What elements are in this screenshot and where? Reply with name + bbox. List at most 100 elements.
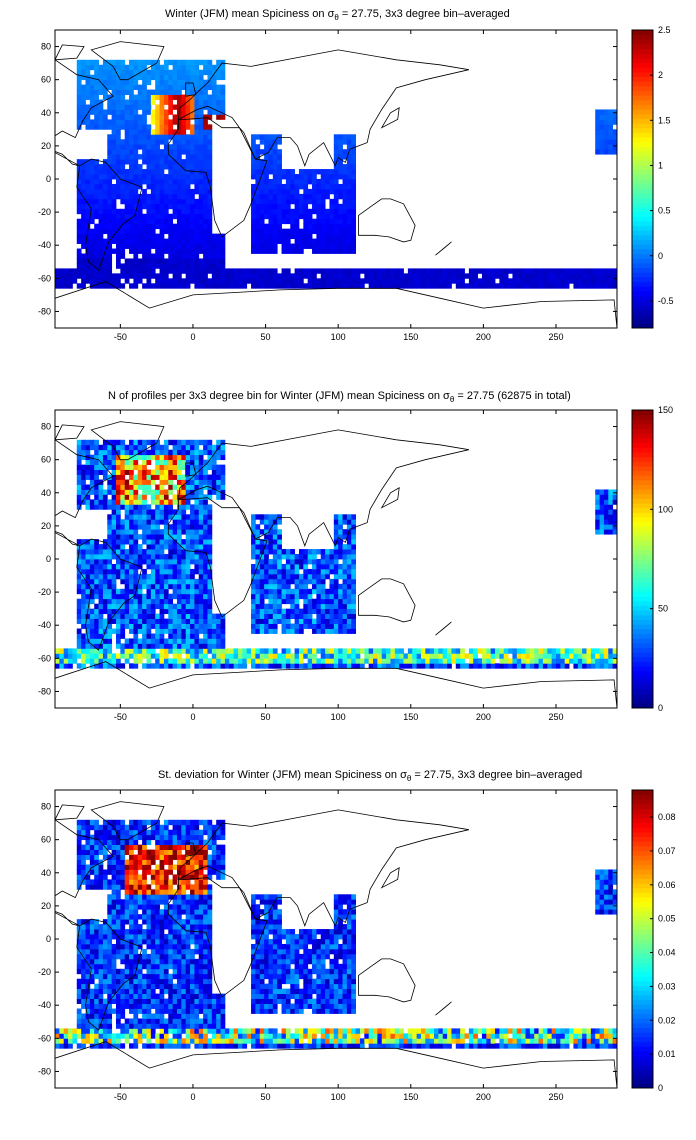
heatmap-cell bbox=[137, 583, 143, 590]
heatmap-cell bbox=[120, 99, 126, 105]
heatmap-cell bbox=[595, 524, 600, 530]
heatmap-cell bbox=[211, 484, 217, 490]
heatmap-cell bbox=[216, 94, 221, 100]
heatmap-cell bbox=[55, 283, 60, 289]
heatmap-cell bbox=[142, 129, 147, 135]
heatmap-cell bbox=[272, 514, 278, 520]
heatmap-cell bbox=[264, 193, 269, 200]
heatmap-cell bbox=[168, 613, 174, 619]
heatmap-cell bbox=[338, 193, 343, 200]
heatmap-cell bbox=[403, 663, 409, 669]
heatmap-cell bbox=[211, 238, 217, 244]
heatmap-cell bbox=[294, 578, 300, 585]
heatmap-cell bbox=[76, 444, 82, 451]
heatmap-cell bbox=[211, 469, 217, 475]
heatmap-cell bbox=[259, 159, 265, 165]
heatmap-cell bbox=[190, 549, 195, 555]
heatmap-cell bbox=[155, 588, 160, 595]
heatmap-cell bbox=[85, 963, 91, 970]
heatmap-cell bbox=[120, 628, 126, 634]
heatmap-cell bbox=[312, 223, 317, 230]
heatmap-cell bbox=[259, 663, 265, 669]
heatmap-cell bbox=[320, 183, 326, 190]
heatmap-cell bbox=[251, 273, 256, 279]
heatmap-cell bbox=[89, 884, 95, 890]
heatmap-cell bbox=[85, 188, 91, 195]
heatmap-cell bbox=[185, 179, 191, 185]
heatmap-cell bbox=[272, 154, 278, 160]
colorbar-segment bbox=[632, 318, 653, 324]
heatmap-cell bbox=[124, 499, 130, 505]
heatmap-cell bbox=[333, 539, 339, 545]
heatmap-cell bbox=[185, 159, 191, 165]
heatmap-cell bbox=[312, 559, 317, 565]
heatmap-cell bbox=[133, 474, 139, 480]
heatmap-cell bbox=[325, 663, 330, 669]
heatmap-cell bbox=[115, 663, 121, 669]
heatmap-cell bbox=[94, 278, 99, 284]
heatmap-cell bbox=[516, 658, 522, 664]
heatmap-cell bbox=[176, 278, 182, 284]
heatmap-cell bbox=[346, 208, 352, 215]
heatmap-cell bbox=[163, 568, 169, 575]
heatmap-cell bbox=[176, 154, 182, 160]
heatmap-cell bbox=[102, 633, 108, 639]
colorbar-segment bbox=[632, 206, 653, 213]
heatmap-cell bbox=[251, 603, 256, 610]
heatmap-cell bbox=[259, 203, 265, 210]
colorbar-segment bbox=[632, 137, 653, 143]
heatmap-cell bbox=[203, 494, 208, 500]
heatmap-cell bbox=[89, 924, 95, 930]
heatmap-cell bbox=[150, 268, 156, 274]
heatmap-cell bbox=[251, 598, 256, 605]
heatmap-cell bbox=[172, 94, 178, 100]
colorbar-segment bbox=[632, 433, 653, 439]
heatmap-cell bbox=[277, 203, 282, 210]
heatmap-cell bbox=[159, 469, 165, 475]
heatmap-cell bbox=[102, 208, 108, 215]
heatmap-cell bbox=[155, 554, 160, 560]
heatmap-cell bbox=[194, 119, 200, 125]
heatmap-cell bbox=[76, 633, 82, 639]
heatmap-cell bbox=[198, 573, 204, 580]
heatmap-cell bbox=[94, 1013, 99, 1019]
heatmap-cell bbox=[608, 653, 614, 659]
heatmap-cell bbox=[146, 598, 152, 605]
heatmap-cell bbox=[325, 188, 330, 195]
heatmap-cell bbox=[281, 278, 287, 284]
heatmap-cell bbox=[303, 179, 309, 185]
heatmap-cell bbox=[107, 159, 113, 165]
heatmap-cell bbox=[198, 479, 204, 485]
heatmap-cell bbox=[176, 603, 182, 610]
heatmap-cell bbox=[146, 588, 152, 595]
heatmap-cell bbox=[98, 1028, 104, 1034]
heatmap-cell bbox=[176, 568, 182, 575]
heatmap-cell bbox=[185, 198, 191, 205]
heatmap-cell bbox=[346, 188, 352, 195]
heatmap-cell bbox=[172, 154, 178, 160]
heatmap-cell bbox=[342, 608, 348, 615]
heatmap-cell bbox=[438, 663, 444, 669]
heatmap-cell bbox=[120, 139, 126, 145]
heatmap-cell bbox=[529, 663, 535, 669]
heatmap-cell bbox=[185, 203, 191, 210]
heatmap-cell bbox=[521, 653, 526, 659]
heatmap-cell bbox=[203, 174, 208, 180]
heatmap-cell bbox=[268, 278, 274, 284]
heatmap-cell bbox=[176, 563, 182, 570]
heatmap-cell bbox=[268, 623, 274, 629]
heatmap-cell bbox=[351, 179, 357, 185]
heatmap-cell bbox=[220, 74, 226, 81]
heatmap-cell bbox=[351, 273, 357, 279]
heatmap-cell bbox=[68, 658, 73, 664]
heatmap-cell bbox=[150, 663, 156, 669]
heatmap-cell bbox=[102, 159, 108, 165]
heatmap-cell bbox=[146, 563, 152, 570]
heatmap-cell bbox=[185, 99, 191, 105]
heatmap-cell bbox=[81, 174, 86, 180]
heatmap-cell bbox=[216, 628, 221, 634]
heatmap-cell bbox=[137, 524, 143, 530]
colorbar-segment bbox=[632, 179, 653, 185]
heatmap-cell bbox=[264, 154, 269, 160]
heatmap-cell bbox=[163, 79, 169, 86]
